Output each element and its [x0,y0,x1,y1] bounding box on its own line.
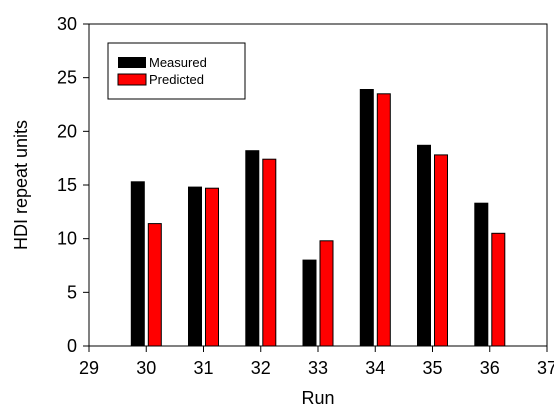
y-tick-label: 15 [57,175,77,195]
legend-label-measured: Measured [149,55,207,70]
x-axis-title: Run [301,388,334,408]
bar-predicted-33 [319,240,334,347]
legend-label-predicted: Predicted [149,72,204,87]
legend-box [107,42,246,100]
bar-measured-32 [245,150,260,347]
y-tick-label: 30 [57,14,77,34]
bar-predicted-30 [147,223,162,347]
y-tick-label: 20 [57,121,77,141]
legend-swatch-measured [118,57,146,68]
y-tick-label: 10 [57,229,77,249]
bar-predicted-34 [376,93,391,347]
x-tick-label: 37 [537,358,554,378]
bar-measured-30 [130,181,145,347]
x-tick-label: 33 [308,358,328,378]
x-tick-label: 36 [480,358,500,378]
bar-predicted-35 [434,154,448,347]
y-axis-title: HDI repeat units [11,120,31,250]
bar-predicted-32 [262,158,277,347]
x-tick-label: 35 [422,358,442,378]
bar-measured-36 [474,202,489,347]
bar-measured-33 [302,259,317,347]
x-axis: 29 30 31 32 33 34 35 36 37 [79,346,554,378]
y-tick-label: 5 [67,282,77,302]
x-tick-label: 34 [365,358,385,378]
bar-measured-31 [188,186,202,347]
x-tick-label: 31 [193,358,213,378]
y-axis: 0 5 10 15 20 25 30 [57,14,89,356]
x-tick-label: 30 [136,358,156,378]
x-tick-label: 32 [251,358,271,378]
bar-measured-34 [359,89,374,347]
bar-measured-35 [417,144,431,347]
x-tick-label: 29 [79,358,99,378]
legend: Measured Predicted [107,42,246,100]
legend-swatch-predicted [117,73,147,86]
bar-predicted-31 [205,187,219,347]
y-tick-label: 0 [67,336,77,356]
y-tick-label: 25 [57,68,77,88]
bar-predicted-36 [491,232,506,347]
